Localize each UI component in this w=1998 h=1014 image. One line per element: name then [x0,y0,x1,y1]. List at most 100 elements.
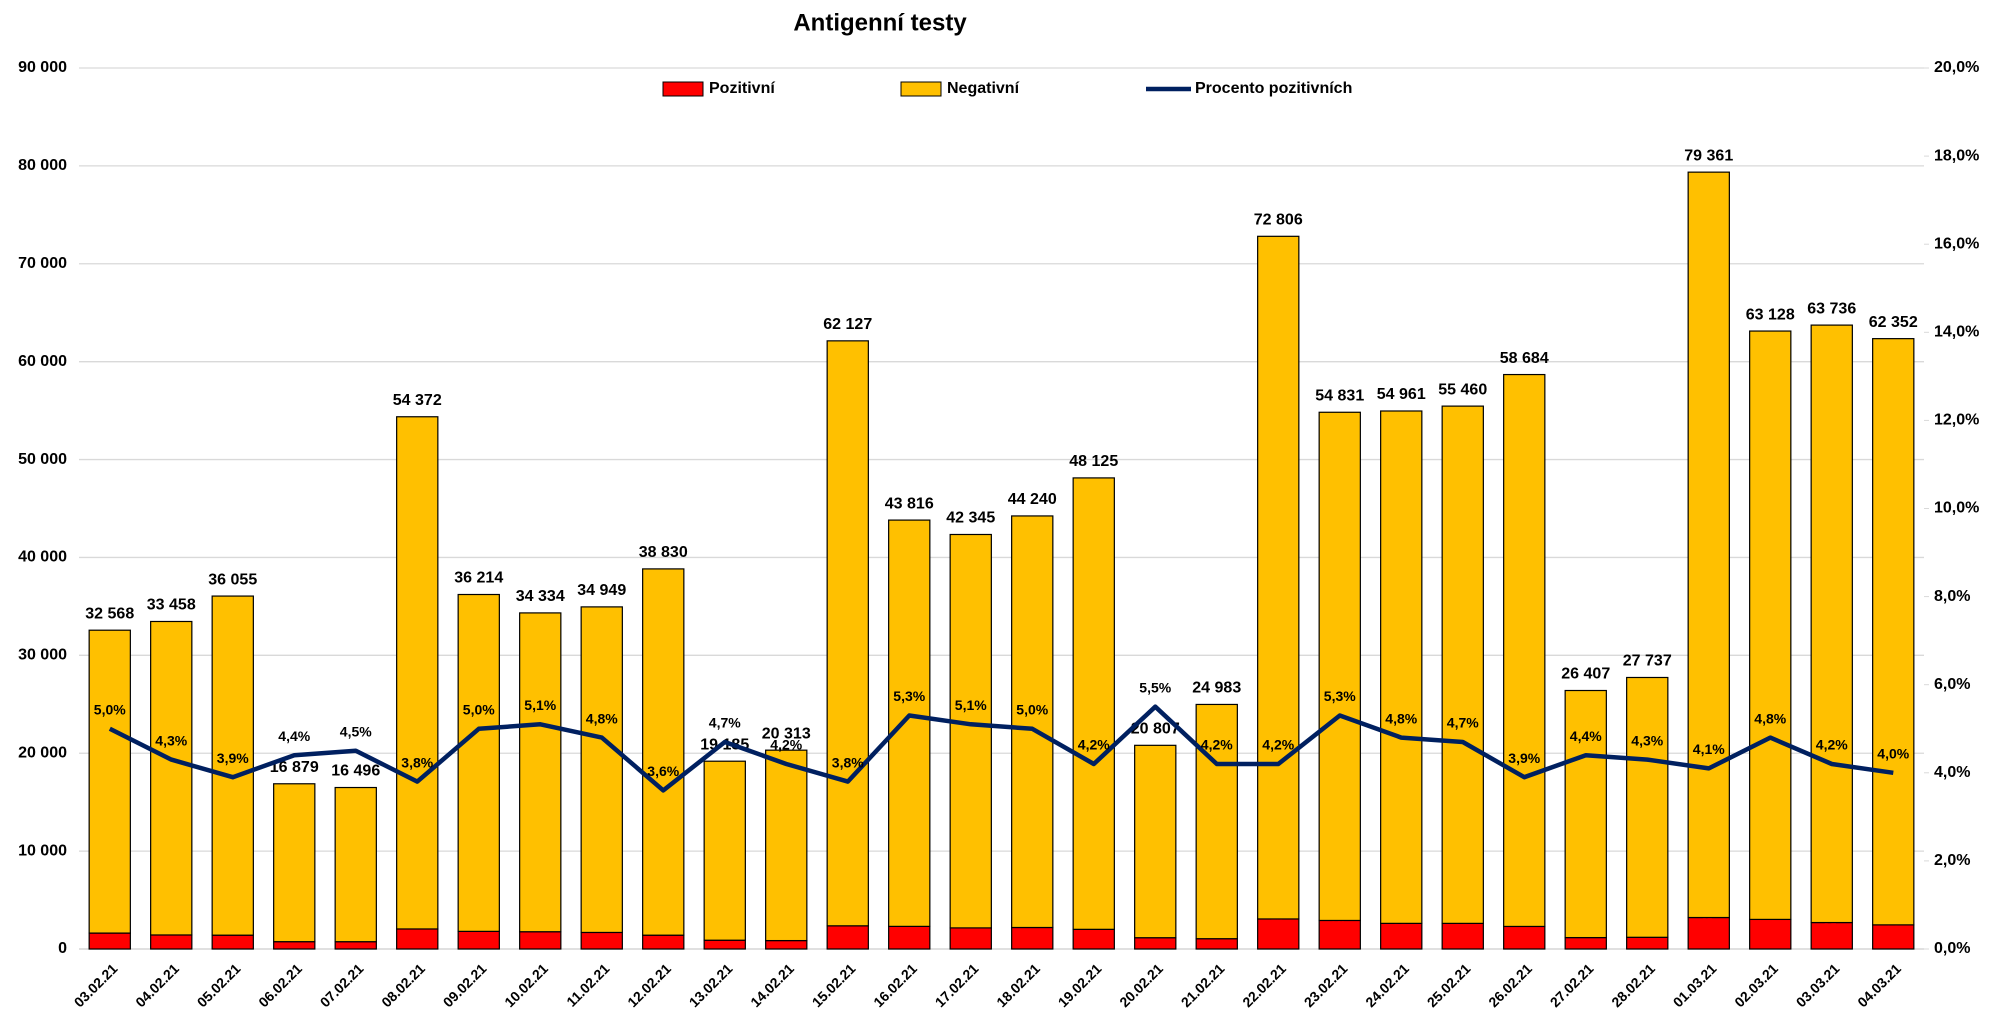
line [108,704,1894,793]
bar-segment [826,925,869,950]
bar-segment [334,786,377,943]
bar-segment [949,533,992,929]
total-label: 36 055 [208,571,257,588]
point-label: 4,4% [278,728,310,744]
point-label: 5,3% [1324,688,1356,704]
x-tick-label: 17.02.21 [932,960,982,1010]
bar-segment [1687,171,1730,919]
total-label: 20 807 [1131,721,1180,738]
x-tick-label: 02.03.21 [1731,960,1781,1010]
bar-segment [703,760,746,941]
point-label: 3,8% [832,754,864,770]
point-label: 4,3% [1631,732,1663,748]
x-tick-label: 16.02.21 [870,960,920,1010]
point-label: 4,2% [1816,737,1848,753]
bar-segment [1134,744,1177,939]
bar-segment [1503,925,1546,950]
bar-segment [457,930,500,950]
bar-segment [150,620,193,936]
total-label: 48 125 [1069,453,1118,470]
bar-segment [765,939,808,950]
total-label: 62 352 [1869,314,1918,331]
x-tick-label: 21.02.21 [1178,960,1228,1010]
point-label: 3,8% [401,754,433,770]
x-tick-label: 09.02.21 [440,960,490,1010]
bar-segment [1749,330,1792,921]
bar-segment [396,928,439,950]
bar-segment [888,925,931,950]
total-label: 36 214 [454,570,503,587]
x-tick-label: 04.02.21 [132,960,182,1010]
bar-segment [1872,338,1915,926]
point-label: 5,0% [1016,701,1048,717]
legend-label: Pozitivní [709,80,775,97]
bar-segment [273,941,316,950]
x-tick-label: 10.02.21 [501,960,551,1010]
bar-segment [1134,937,1177,950]
y2-tick-label: 14,0% [1934,324,1979,341]
total-label: 34 949 [577,582,626,599]
point-label: 4,4% [1570,728,1602,744]
bar-segment [1564,689,1607,939]
total-label: 44 240 [1008,491,1057,508]
point-label: 5,3% [893,688,925,704]
point-label: 5,1% [955,697,987,713]
point-label: 4,3% [155,732,187,748]
x-tick-label: 28.02.21 [1608,960,1658,1010]
total-label: 63 736 [1807,300,1856,317]
total-label: 43 816 [885,495,934,512]
y-tick-label: 0 [58,940,67,957]
point-label: 4,2% [1078,737,1110,753]
total-label: 55 460 [1438,381,1487,398]
total-label: 79 361 [1684,147,1733,164]
legend-swatch [900,81,942,97]
x-tick-label: 26.02.21 [1485,960,1535,1010]
bar-segment [519,931,562,950]
total-label: 58 684 [1500,350,1549,367]
bar-segment [88,932,131,950]
point-label: 5,5% [1139,679,1171,695]
point-label: 4,5% [340,723,372,739]
total-label: 38 830 [639,544,688,561]
y-tick-label: 60 000 [18,353,67,370]
total-label: 54 831 [1315,387,1364,404]
bar-segment [826,340,869,927]
y-tick-label: 70 000 [18,255,67,272]
point-label: 4,1% [1693,741,1725,757]
y-tick-label: 30 000 [18,647,67,664]
bar-segment [1626,936,1669,950]
x-tick-label: 24.02.21 [1362,960,1412,1010]
point-label: 4,0% [1877,746,1909,762]
point-label: 4,2% [770,737,802,753]
total-label: 42 345 [946,510,995,527]
bar-segment [1072,477,1115,930]
x-tick-label: 08.02.21 [378,960,428,1010]
bar-segment [703,939,746,950]
point-label: 4,7% [1447,715,1479,731]
bar-segment [211,595,254,936]
bar-segment [580,606,623,934]
bar-segment [334,941,377,950]
x-tick-label: 03.02.21 [71,960,121,1010]
total-label: 16 496 [331,763,380,780]
x-tick-label: 22.02.21 [1239,960,1289,1010]
x-tick-label: 01.03.21 [1670,960,1720,1010]
x-tick-label: 13.02.21 [686,960,736,1010]
bar-segment [457,593,500,932]
bar-segment [765,749,808,942]
legend-label: Negativní [947,80,1020,97]
bar-segment [1380,410,1423,924]
bar-segment [1564,936,1607,950]
y2-tick-label: 0,0% [1934,940,1970,957]
bar-segment [1072,928,1115,950]
bar-segment [1011,926,1054,950]
point-label: 3,9% [217,750,249,766]
x-tick-label: 20.02.21 [1116,960,1166,1010]
x-tick-label: 05.02.21 [194,960,244,1010]
bar-segment [1257,235,1300,920]
point-label: 3,9% [1508,750,1540,766]
bar-segment [1441,405,1484,924]
bar-segment [1318,411,1361,922]
bar-segment [1195,703,1238,940]
bar-segment [519,612,562,933]
